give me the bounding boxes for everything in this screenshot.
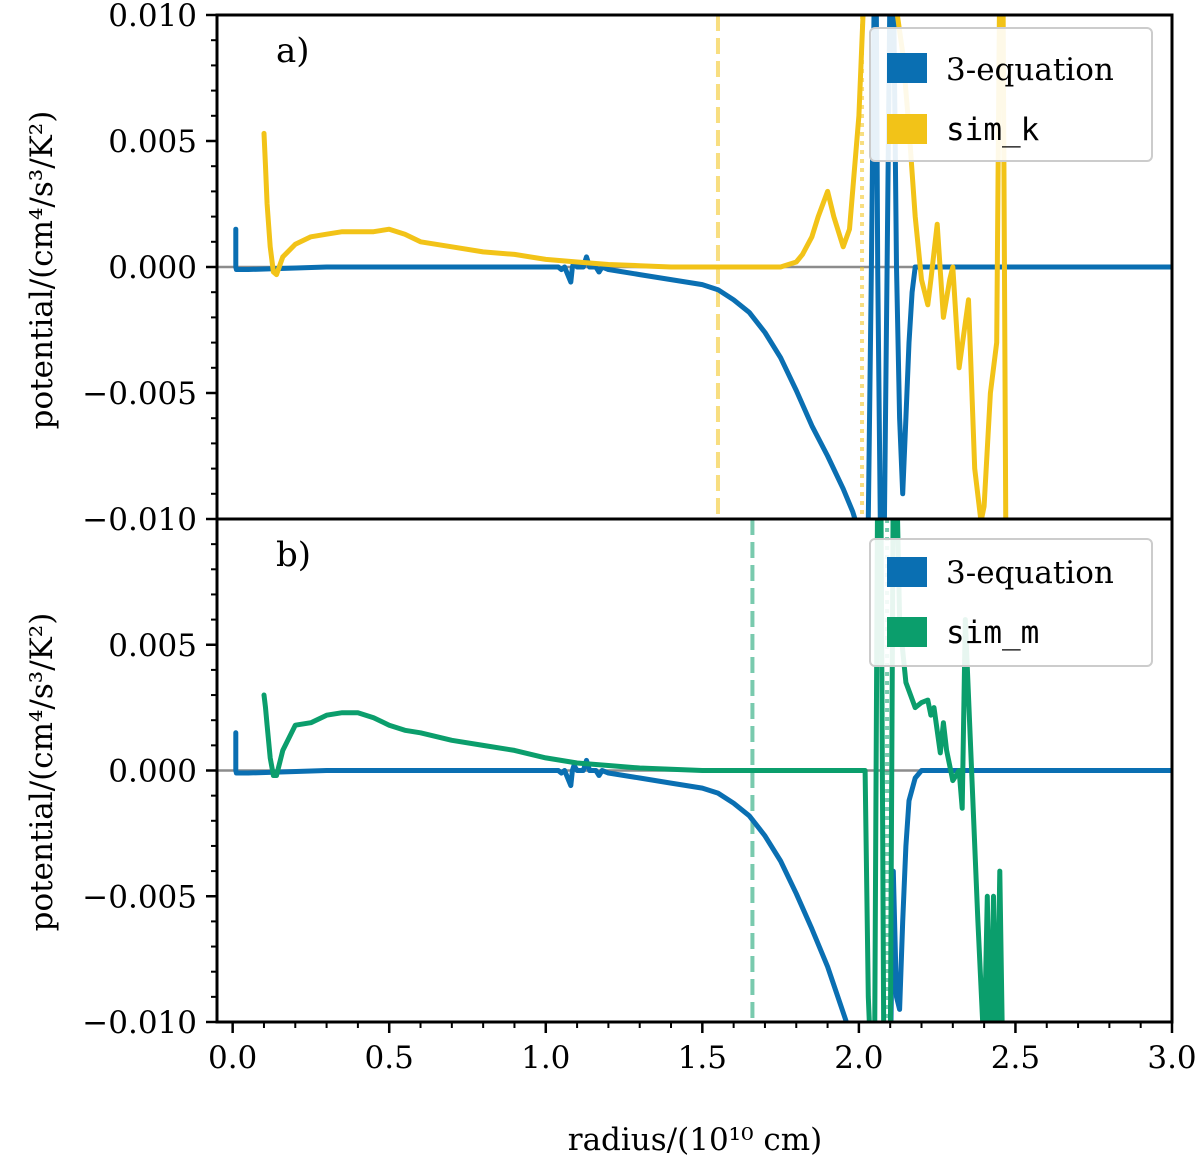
legend-b-label-3-equation: 3-equation <box>946 555 1114 591</box>
series-line-3-equation <box>233 15 1172 519</box>
x-axis-label: radius/(10¹⁰ cm) <box>568 1122 822 1158</box>
y-tick-label: 0.000 <box>108 754 197 790</box>
panel-b-legend: 3-equation sim_m <box>869 538 1153 667</box>
panel-a-legend: 3-equation sim_k <box>869 27 1153 162</box>
y-tick-label: 0.005 <box>108 124 197 160</box>
panel-b: −0.010 −0.005 0.000 0.005 0.0 0.5 1.0 1.5 2.0 2.… <box>24 517 1197 1158</box>
y-tick-label: −0.010 <box>82 502 197 538</box>
y-tick-label: −0.010 <box>82 1005 197 1041</box>
panel-b-frame <box>215 517 1174 1024</box>
legend-b-swatch-sim-m <box>887 617 927 647</box>
panel-b-y-axis-label: potential/(cm⁴/s³/K²) <box>24 613 60 932</box>
legend-b-label-sim-m: sim_m <box>946 615 1039 651</box>
series-line-sim-m <box>261 519 1005 1022</box>
x-tick-label: 1.5 <box>678 1040 727 1076</box>
x-tick-label: 2.5 <box>991 1040 1040 1076</box>
x-tick-label: 2.0 <box>834 1040 883 1076</box>
y-tick-label: 0.005 <box>108 628 197 664</box>
x-tick-label: 1.0 <box>521 1040 570 1076</box>
legend-a-swatch-3-equation <box>887 53 927 83</box>
legend-a-frame <box>869 27 1153 162</box>
legend-a-label-sim-k: sim_k <box>946 112 1040 148</box>
panel-a-series <box>233 15 1172 519</box>
y-tick-label: 0.000 <box>108 250 197 286</box>
legend-b-swatch-3-equation <box>887 557 927 587</box>
panel-a: −0.010 −0.005 0.000 0.005 0.010 a) 3-equatio… <box>24 0 1174 538</box>
panel-a-y-ticks: −0.010 −0.005 0.000 0.005 0.010 <box>82 0 217 538</box>
y-tick-label: −0.005 <box>82 376 197 412</box>
panel-b-y-ticks: −0.010 −0.005 0.000 0.005 <box>82 543 217 1041</box>
panel-b-label: b) <box>276 535 311 575</box>
legend-a-label-3-equation: 3-equation <box>946 52 1114 88</box>
y-tick-label: −0.005 <box>82 879 197 915</box>
panel-a-y-axis-label: potential/(cm⁴/s³/K²) <box>24 111 60 430</box>
series-line-sim-k <box>261 15 1009 519</box>
panel-a-label: a) <box>276 31 310 71</box>
series-line-3-equation <box>233 730 1172 1022</box>
x-tick-label: 0.0 <box>208 1040 257 1076</box>
panel-b-x-ticks: 0.0 0.5 1.0 1.5 2.0 2.5 3.0 <box>208 1022 1197 1076</box>
x-tick-label: 0.5 <box>365 1040 414 1076</box>
legend-b-frame <box>869 538 1153 667</box>
y-tick-label: 0.010 <box>108 0 197 34</box>
panel-b-series <box>233 519 1172 1022</box>
legend-a-swatch-sim-k <box>887 114 927 144</box>
x-tick-label: 3.0 <box>1147 1040 1196 1076</box>
